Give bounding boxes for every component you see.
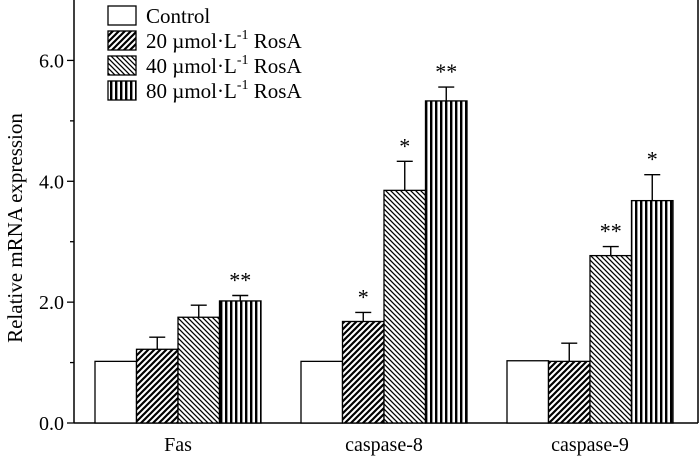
legend-swatch-2 [107,30,137,51]
bar-caspase-9-series-3 [589,254,633,424]
bar-caspase-9-series-4 [630,199,674,424]
bar-caspase-8-series-3 [383,189,427,424]
y-tick-label: 6.0 [39,50,64,72]
bar-fas-series-1 [94,360,138,424]
significance-marker: ** [229,267,251,292]
bar-caspase-9-series-1 [506,360,550,424]
y-tick-label: 4.0 [39,171,64,193]
x-tick-label: Fas [164,434,192,456]
significance-marker: * [399,133,410,158]
legend-label-3: 40 µmol·L-1 RosA [146,53,302,78]
y-tick-label: 0.0 [39,413,64,435]
x-tick-label: caspase-8 [345,434,423,456]
significance-marker: * [358,284,369,309]
bar-fas-series-2 [135,348,179,424]
bar-caspase-8-series-1 [300,360,344,424]
bar-caspase-9-series-2 [547,360,591,424]
legend-swatch-3 [107,55,137,76]
significance-marker: ** [600,219,622,244]
y-tick-label: 2.0 [39,292,64,314]
legend-label-4: 80 µmol·L-1 RosA [146,78,302,103]
y-axis-title: Relative mRNA expression [3,113,27,343]
significance-layer: ********* [229,59,658,309]
bar-fas-series-3 [177,316,221,424]
legend-label-2: 20 µmol·L-1 RosA [146,28,302,53]
bar-fas-series-4 [218,300,262,424]
bars-layer [94,100,674,424]
legend-swatch-4 [107,80,137,101]
legend-swatch-1 [107,5,137,26]
x-tick-label: caspase-9 [551,434,629,456]
error-bars-layer [149,86,661,362]
legend-label-1: Control [146,4,210,28]
bar-caspase-8-series-2 [341,320,385,424]
significance-marker: * [647,147,658,172]
bar-caspase-8-series-4 [424,100,468,424]
significance-marker: ** [435,59,457,84]
